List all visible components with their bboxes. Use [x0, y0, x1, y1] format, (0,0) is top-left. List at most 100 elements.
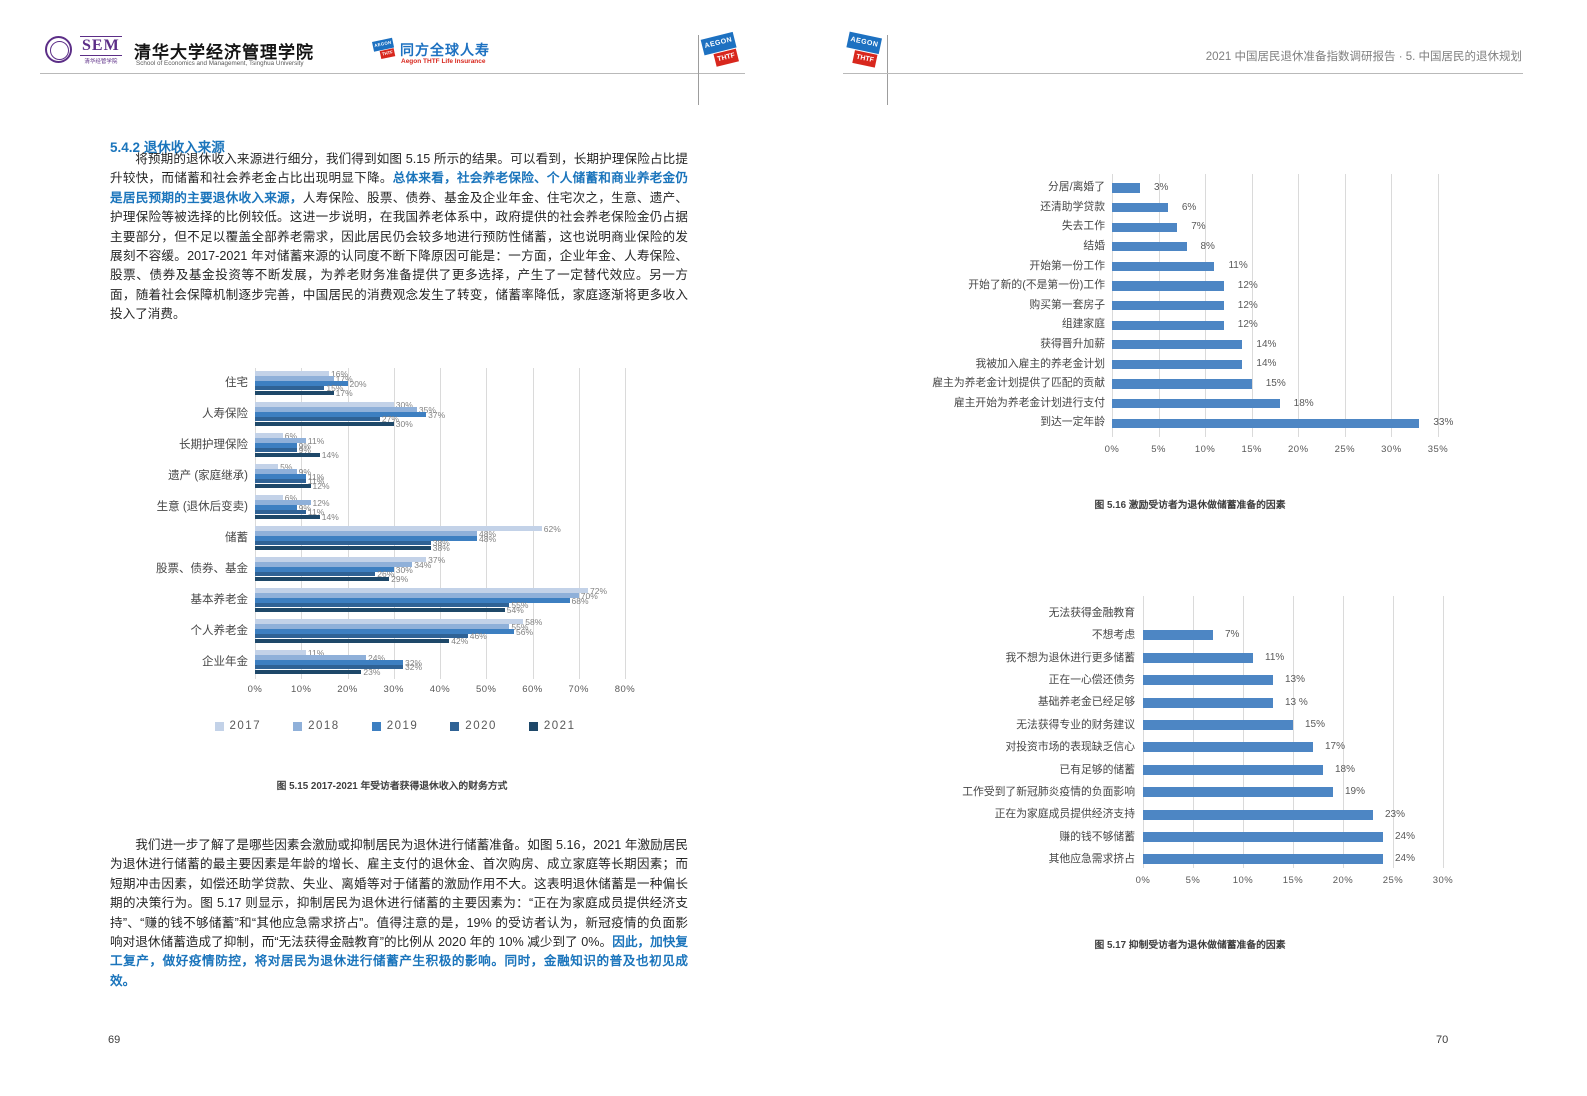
- category-label: 购买第一套房子: [1029, 298, 1105, 311]
- bar: [1143, 764, 1323, 775]
- bar-2021: [255, 669, 362, 675]
- legend-item-2019: 2019: [371, 720, 419, 732]
- gridline: [578, 368, 580, 679]
- x-axis-tick: 20%: [1332, 875, 1354, 886]
- category-label: 到达一定年龄: [1040, 416, 1105, 429]
- paragraph-2-lead: 我们进一步了解了是哪些因素会激励或抑制居民为退休进行储蓄准备。如图 5.16，2…: [110, 838, 688, 950]
- category-label: 还清助学贷款: [1040, 200, 1105, 213]
- category-label: 开始了新的(不是第一份)工作: [968, 279, 1105, 292]
- x-axis-tick: 20%: [337, 684, 358, 695]
- value-label: 11%: [307, 435, 325, 446]
- value-label: 72%: [590, 586, 608, 596]
- paragraph-2-emphasis: 因此，加快复工复产，做好疫情防控，将对居民为退休进行储蓄产生积极的影响。同时，金…: [110, 935, 689, 988]
- bar-2019: [255, 412, 427, 417]
- bar: [1112, 261, 1215, 271]
- figure-5-16-caption: 图 5.16 激励受访者为退休做储蓄准备的因素: [1094, 500, 1286, 511]
- tsinghua-emblem-icon: [45, 36, 72, 63]
- gridline: [486, 368, 488, 679]
- bar-2019: [255, 505, 297, 510]
- gridline: [301, 368, 303, 679]
- bar-2018: [255, 593, 579, 598]
- bar-2019: [255, 474, 306, 479]
- gridline: [1393, 596, 1394, 868]
- x-axis-tick: 15%: [1282, 875, 1304, 886]
- x-axis-tick: 0%: [1104, 444, 1120, 455]
- x-axis-tick: 70%: [568, 684, 589, 695]
- value-label: 9%: [298, 445, 311, 456]
- category-label: 无法获得金融教育: [1048, 606, 1135, 619]
- value-label: 14%: [1256, 338, 1277, 350]
- bar-2021: [255, 390, 334, 396]
- legend: 2017 2018 2019 2020 2021: [155, 720, 635, 732]
- category-label: 我被加入雇主的养老金计划: [975, 357, 1105, 370]
- x-axis-tick: 0%: [247, 684, 263, 695]
- value-label: 42%: [451, 636, 469, 647]
- value-label: 3%: [1153, 182, 1169, 193]
- right-header-rule: [843, 73, 1523, 74]
- value-label: 48%: [479, 528, 497, 539]
- bar: [1143, 832, 1383, 842]
- value-label: 11%: [307, 648, 325, 658]
- value-label: 17%: [1325, 741, 1346, 753]
- gridline: [1344, 174, 1346, 437]
- category-label: 雇主开始为养老金计划进行支付: [953, 396, 1105, 409]
- paragraph-1: 将预期的退休收入来源进行细分，我们得到如图 5.15 所示的结果。可以看到，长期…: [110, 150, 688, 325]
- x-axis-tick: 60%: [522, 684, 543, 695]
- value-label: 23%: [1385, 808, 1406, 820]
- figure-5-15-chart: 住宅 16% 17% 20% 15% 17% 人寿保险 30% 35% 37% 27% 30% 长期护理…: [100, 368, 660, 788]
- legend-label: 2019: [386, 720, 419, 732]
- paragraph-1-emphasis: 总体来看，社会养老保险、个人储蓄和商业养老金仍是居民预期的主要退休收入来源，: [110, 171, 689, 205]
- value-label: 24%: [1395, 853, 1416, 865]
- legend-swatch: [371, 721, 381, 731]
- bar-2018: [255, 562, 413, 567]
- category-label: 无法获得专业的财务建议: [1016, 718, 1135, 731]
- paragraph-1-lead: 将预期的退休收入来源进行细分，我们得到如图 5.15 所示的结果。可以看到，长期…: [110, 152, 688, 186]
- bar-2021: [255, 514, 320, 520]
- bar-2017: [255, 619, 524, 624]
- value-label: 18%: [1335, 763, 1356, 775]
- bar-2018: [255, 438, 306, 443]
- value-label: 14%: [321, 450, 339, 461]
- value-label: 55%: [511, 621, 529, 632]
- value-label: 24%: [368, 652, 386, 663]
- gridline: [255, 368, 256, 679]
- value-label: 33%: [1433, 417, 1454, 429]
- category-label: 不想考虑: [1091, 629, 1135, 642]
- category-label: 获得晋升加薪: [1040, 338, 1105, 350]
- value-label: 12%: [312, 481, 330, 492]
- sem-acronym: SEM: [80, 36, 122, 56]
- bar: [1112, 379, 1252, 389]
- category-label: 雇主为养老金计划提供了匹配的贡献: [932, 377, 1105, 390]
- gridline: [1193, 596, 1194, 868]
- bar: [1143, 630, 1213, 641]
- gridline: [347, 368, 349, 679]
- partner-logo-icon: AEGON THTF: [372, 37, 398, 61]
- bar: [1112, 242, 1187, 252]
- sem-logo: SEM 清华经管学院: [80, 36, 122, 65]
- bar: [1143, 787, 1333, 798]
- value-label: 20%: [349, 378, 367, 389]
- x-axis-tick: 0%: [1135, 875, 1151, 886]
- bar-2017: [255, 464, 279, 469]
- value-label: 17%: [335, 388, 353, 399]
- x-axis-tick: 30%: [1432, 875, 1454, 886]
- category-label: 生意 (退休后变卖): [156, 501, 248, 513]
- value-label: 62%: [543, 524, 561, 534]
- value-label: 5%: [280, 462, 293, 472]
- value-label: 18%: [1293, 397, 1314, 409]
- bar-2020: [255, 509, 306, 515]
- value-label: 48%: [479, 533, 497, 544]
- value-label: 70%: [580, 590, 598, 601]
- category-label: 基本养老金: [190, 594, 249, 606]
- tsinghua-emblem-inner: [50, 41, 69, 60]
- value-label: 13 %: [1285, 696, 1308, 708]
- bar: [1143, 697, 1273, 708]
- value-label: 15%: [1265, 378, 1286, 389]
- gridline: [440, 368, 441, 679]
- bar: [1112, 359, 1243, 369]
- bar-2021: [255, 452, 320, 458]
- value-label: 9%: [298, 502, 311, 513]
- bar-2017: [255, 433, 283, 438]
- x-axis-tick: 15%: [1241, 444, 1262, 455]
